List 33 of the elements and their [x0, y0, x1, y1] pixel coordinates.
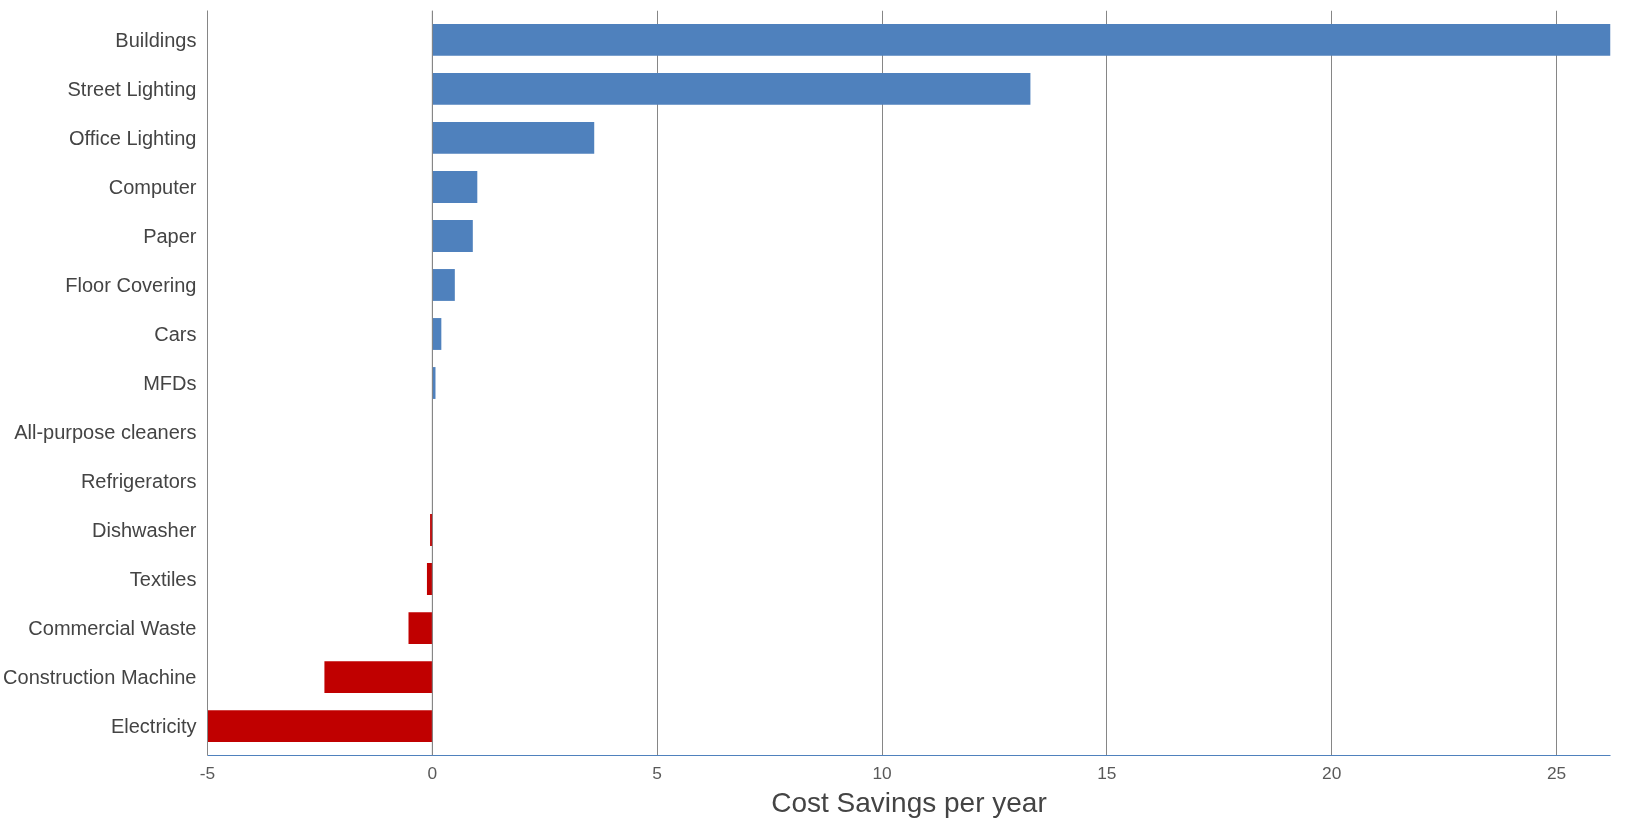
y-tick-label: Commercial Waste: [28, 617, 197, 640]
y-tick-label: Electricity: [110, 715, 197, 738]
x-tick-label: 10: [872, 762, 892, 783]
bar: [324, 661, 433, 694]
bar: [432, 220, 473, 252]
x-tick-label: -5: [199, 762, 216, 783]
y-tick-label: Dishwasher: [92, 519, 197, 542]
y-tick-label: MFDs: [143, 372, 197, 394]
y-tick-label: Computer: [108, 175, 197, 198]
bar: [408, 612, 433, 644]
x-tick-label: 15: [1097, 762, 1117, 783]
y-tick-label: Street Lighting: [67, 77, 197, 100]
bar: [432, 23, 1611, 56]
bar: [432, 269, 455, 301]
y-tick-label: Buildings: [115, 28, 197, 51]
y-tick-label: Office Lighting: [69, 126, 197, 149]
y-tick-label: Floor Covering: [65, 273, 197, 296]
bar: [432, 171, 478, 203]
y-tick-label: Cars: [154, 322, 197, 345]
x-tick-label: 20: [1322, 762, 1342, 783]
x-tick-label: 5: [652, 762, 662, 783]
y-tick-label: Refrigerators: [80, 470, 197, 493]
x-tick-label: 25: [1546, 762, 1567, 783]
y-tick-label: Paper: [143, 224, 197, 247]
x-tick-label: 0: [427, 762, 438, 783]
bar: [432, 122, 595, 154]
y-tick-label: All-purpose cleaners: [14, 421, 197, 444]
x-axis-title: Cost Savings per year: [771, 786, 1047, 818]
bar: [432, 72, 1031, 105]
y-tick-label: Textiles: [129, 568, 197, 591]
bar: [426, 563, 433, 595]
bar: [207, 710, 433, 743]
y-tick-label: Construction Machine: [3, 666, 197, 689]
